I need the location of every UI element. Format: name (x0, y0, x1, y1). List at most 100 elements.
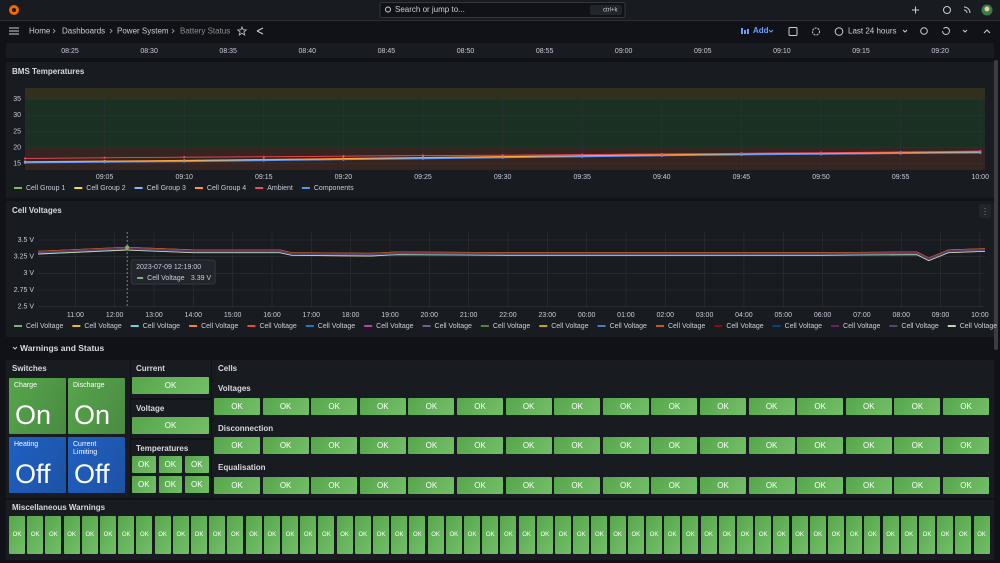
status-tile: OK (828, 516, 844, 554)
breadcrumb[interactable]: Battery Status (180, 27, 230, 36)
status-tile: OK (536, 516, 553, 554)
point (819, 153, 823, 156)
status-tile: OK (158, 456, 182, 473)
x-tick-label: 07:00 (853, 312, 871, 319)
switch-state: On (15, 400, 52, 430)
status-tile: OK (262, 398, 309, 415)
switch-state: Off (15, 459, 51, 489)
legend-entry: Cell Voltage (901, 323, 938, 330)
news-icon[interactable] (963, 6, 971, 14)
breadcrumb[interactable]: Power System (117, 27, 169, 36)
scrollbar[interactable] (994, 60, 998, 350)
status-tile: OK (408, 437, 455, 454)
legend-swatch (714, 325, 723, 327)
status-tile: OK (664, 516, 681, 554)
x-tick-label: 00:00 (578, 312, 596, 319)
switch-tile: Charge On (9, 378, 66, 434)
breadcrumb[interactable]: Home (29, 27, 51, 36)
status-tile: OK (748, 477, 795, 494)
help-icon[interactable] (943, 6, 951, 14)
logo-hole (12, 8, 16, 12)
tooltip (130, 259, 216, 285)
y-tick-label: 35 (13, 96, 21, 103)
panel (6, 43, 994, 58)
legend-entry: Cell Group 2 (86, 185, 125, 192)
legend-entry: Cell Voltage (960, 323, 997, 330)
status-tile: OK (591, 516, 608, 554)
status-tile: OK (100, 516, 116, 554)
status-tile: OK (354, 516, 371, 554)
refresh-icon[interactable] (942, 26, 950, 35)
status-tile: OK (482, 516, 499, 554)
y-tick-label: 2.5 V (18, 304, 35, 311)
panel (212, 360, 994, 498)
status-tile: OK (311, 477, 358, 494)
row-title[interactable]: Warnings and Status (20, 343, 104, 353)
status-tile: OK (755, 516, 772, 554)
status-tile: OK (464, 516, 480, 554)
panel-title: Current (136, 364, 165, 373)
x-tick-label: 08:25 (61, 48, 79, 55)
x-tick-label: 23:00 (539, 312, 557, 319)
plus-icon[interactable] (912, 6, 919, 14)
share-icon[interactable] (256, 27, 264, 35)
legend-entry: Cell Group 1 (26, 185, 65, 192)
breadcrumb[interactable]: Dashboards (62, 27, 105, 36)
menu-icon[interactable] (9, 27, 19, 35)
x-tick-label: 20:00 (421, 312, 439, 319)
status-tile: OK (505, 437, 552, 454)
search-box[interactable] (379, 2, 626, 18)
y-tick-label: 3.5 V (18, 237, 35, 244)
legend-entry: Cell Voltage (551, 323, 588, 330)
add-icon (741, 28, 743, 34)
legend-entry: Cell Voltage (201, 323, 238, 330)
x-tick-label: 08:35 (219, 48, 237, 55)
x-tick-label: 09:30 (494, 174, 512, 181)
y-tick-label: 3 V (23, 270, 34, 277)
zoom-out-icon[interactable] (920, 27, 928, 35)
tooltip-swatch (137, 277, 144, 279)
status-tile: OK (882, 516, 899, 554)
add-button[interactable]: Add (753, 26, 769, 35)
threshold-band (25, 88, 985, 100)
settings-icon[interactable] (812, 27, 820, 36)
collapse-icon[interactable] (983, 29, 991, 34)
status-tile: OK (900, 516, 917, 554)
status-tile: OK (214, 437, 260, 454)
legend-swatch (134, 187, 143, 189)
status-tile: OK (427, 516, 444, 554)
status-tile: OK (797, 437, 844, 454)
group-title: Voltages (218, 384, 251, 393)
status-tile: OK (518, 516, 535, 554)
switch-label: Current Limiting (73, 441, 98, 456)
status-tile: OK (555, 516, 571, 554)
time-range[interactable]: Last 24 hours (848, 27, 896, 36)
point (660, 152, 663, 156)
status-tile: OK (505, 398, 552, 415)
legend-entry: Cell Group 3 (147, 185, 186, 192)
x-tick-label: 04:00 (735, 312, 753, 319)
x-tick-label: 10:00 (971, 312, 989, 319)
row-chevron[interactable] (12, 346, 18, 350)
status-tile: OK (172, 516, 189, 554)
add-icon (747, 29, 749, 34)
status-tile: OK (318, 516, 335, 554)
x-tick-label: 09:10 (773, 48, 791, 55)
panel-title: Miscellaneous Warnings (12, 503, 106, 512)
status-tile: OK (602, 398, 649, 415)
point (103, 156, 106, 159)
x-tick-label: 06:00 (814, 312, 832, 319)
status-tile: OK (373, 516, 389, 554)
status-tile: OK (651, 437, 698, 454)
star-icon[interactable] (236, 25, 248, 36)
status-tile: OK (864, 516, 881, 554)
legend-entry: Cell Voltage (143, 323, 180, 330)
legend-entry: Cell Voltage (610, 323, 647, 330)
x-tick-label: 09:50 (812, 174, 830, 181)
legend-swatch (189, 325, 198, 327)
status-tile: OK (554, 437, 601, 454)
status-tile: OK (158, 476, 182, 493)
save-icon[interactable] (788, 27, 798, 36)
status-tile: OK (262, 437, 309, 454)
switch-state: On (74, 400, 111, 430)
